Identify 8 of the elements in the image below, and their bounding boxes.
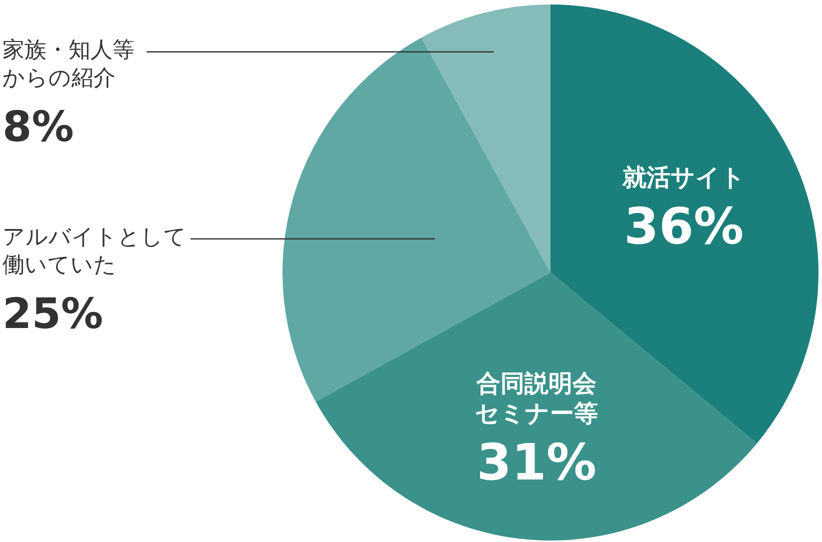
data-label: 25% (2, 288, 104, 338)
slice-label: 就活サイト (621, 163, 746, 192)
data-label: 8% (2, 102, 74, 151)
slice-label: アルバイトとして働いていた (2, 224, 186, 278)
data-label: 31% (476, 433, 596, 492)
slice-label: 合同説明会セミナー等 (475, 369, 598, 428)
data-label: 36% (624, 197, 744, 256)
slice-label: 家族・知人等からの紹介 (2, 38, 134, 91)
